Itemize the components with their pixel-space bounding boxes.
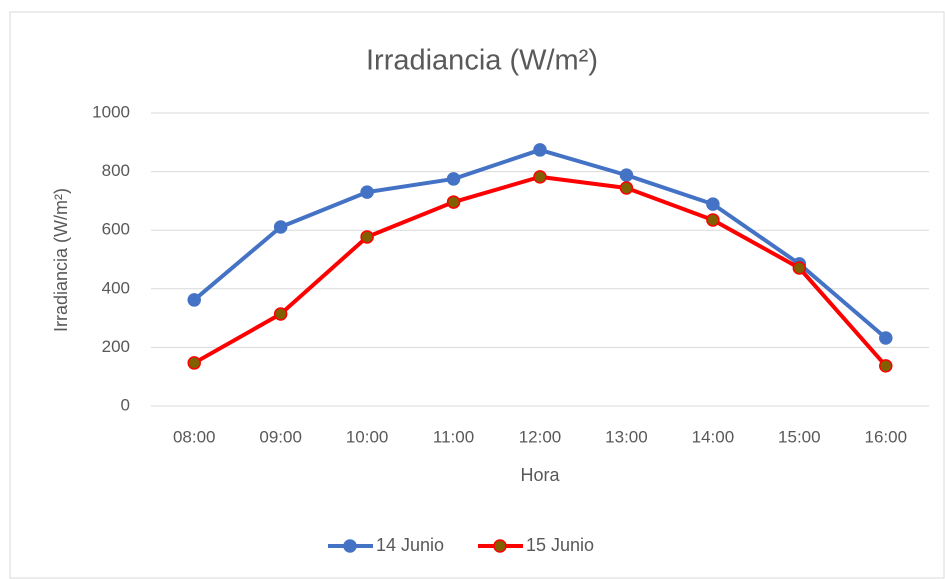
x-tick-label: 15:00: [778, 427, 821, 446]
data-point: [706, 197, 720, 211]
data-point: [533, 170, 547, 184]
legend-marker: [493, 539, 507, 553]
data-point: [792, 261, 807, 275]
data-point: [619, 168, 634, 182]
y-tick-label: 0: [121, 395, 130, 414]
data-point: [446, 195, 461, 209]
legend-label: 14 Junio: [376, 535, 444, 555]
chart-title: Irradiancia (W/m²): [366, 45, 598, 77]
legend-label: 15 Junio: [526, 535, 594, 555]
x-axis-label: Hora: [520, 465, 560, 485]
y-tick-label: 1000: [92, 102, 130, 121]
data-point: [533, 143, 547, 157]
x-tick-label: 11:00: [433, 427, 474, 446]
data-point: [706, 213, 720, 227]
y-axis-label: Irradiancia (W/m²): [51, 188, 71, 332]
data-point: [273, 220, 288, 234]
data-point: [273, 307, 288, 321]
data-point: [879, 331, 893, 345]
data-point: [879, 359, 893, 373]
chart-frame: [9, 11, 945, 579]
y-tick-label: 600: [102, 220, 130, 239]
x-tick-label: 16:00: [865, 427, 908, 446]
y-tick-label: 400: [102, 278, 130, 297]
data-point: [360, 230, 374, 244]
data-point: [187, 356, 201, 370]
x-tick-label: 12:00: [519, 427, 562, 446]
x-tick-label: 13:00: [605, 427, 648, 446]
y-tick-label: 800: [102, 161, 130, 180]
data-point: [360, 185, 374, 199]
data-point: [446, 172, 461, 186]
x-tick-label: 09:00: [259, 427, 302, 446]
data-point: [619, 181, 634, 195]
x-tick-label: 08:00: [173, 427, 216, 446]
y-tick-label: 200: [102, 337, 130, 356]
x-tick-label: 14:00: [692, 427, 735, 446]
legend-marker: [343, 539, 357, 553]
data-point: [187, 293, 201, 307]
x-tick-label: 10:00: [346, 427, 389, 446]
